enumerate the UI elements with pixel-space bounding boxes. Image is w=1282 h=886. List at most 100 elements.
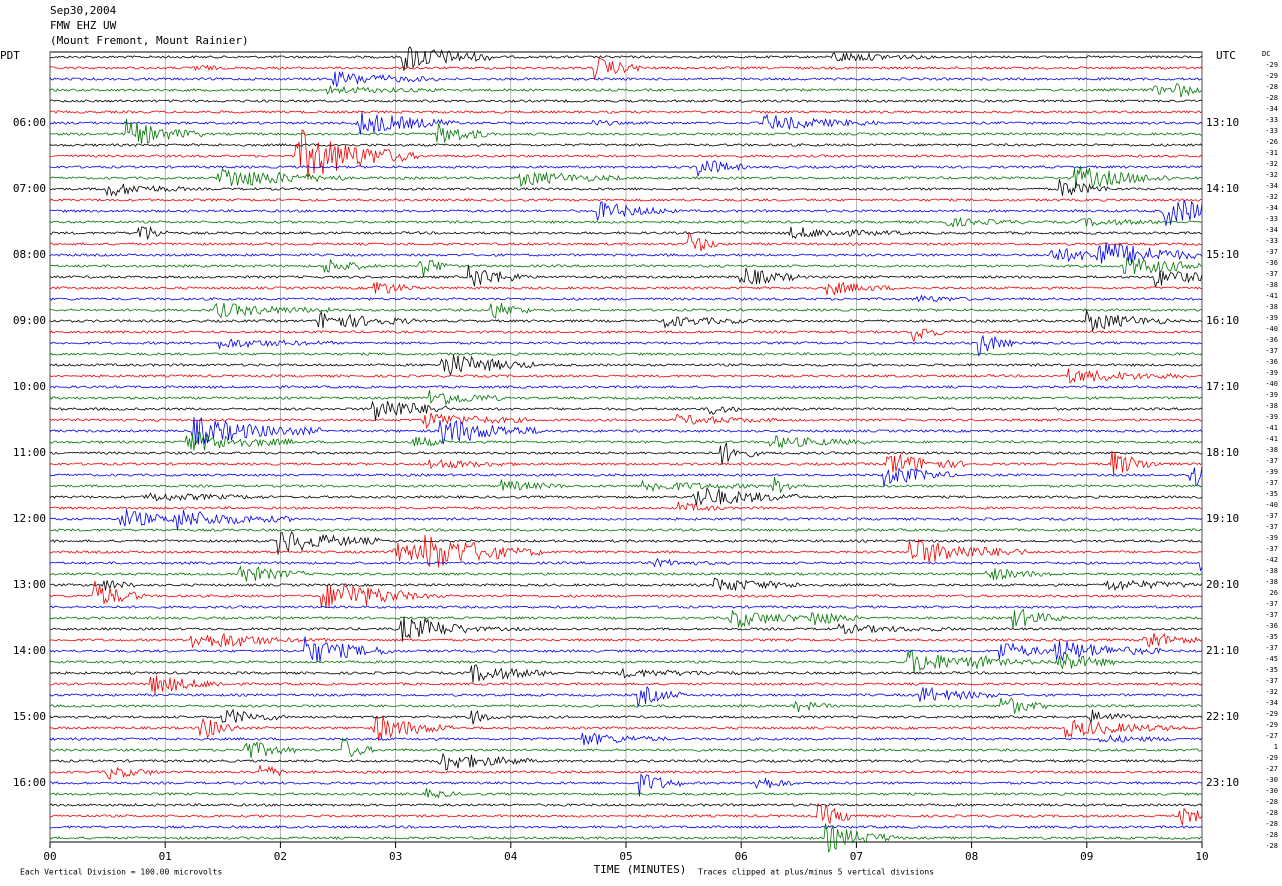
left-title: PDT	[0, 49, 20, 62]
trace	[49, 605, 1203, 609]
trace	[49, 334, 1203, 357]
trace	[49, 501, 1203, 512]
trace	[49, 160, 1203, 177]
dc-offset: -29	[1265, 710, 1278, 718]
utc-label: 13:10	[1206, 116, 1239, 129]
x-tick-label: 03	[389, 850, 402, 863]
trace	[49, 565, 1203, 582]
dc-offset: -30	[1265, 776, 1278, 784]
dc-offset: -41	[1265, 435, 1278, 443]
trace	[49, 143, 1203, 147]
dc-offset: -32	[1265, 193, 1278, 201]
trace	[49, 732, 1203, 746]
trace	[49, 442, 1203, 465]
pdt-label: 16:00	[13, 776, 46, 789]
trace	[49, 531, 1203, 555]
pdt-label: 14:00	[13, 644, 46, 657]
dc-offset: -26	[1265, 138, 1278, 146]
dc-offset: 26	[1270, 589, 1278, 597]
x-tick-label: 06	[735, 850, 748, 863]
trace	[49, 257, 1203, 277]
trace	[49, 232, 1203, 252]
footer-left: Each Vertical Division = 100.00 microvol…	[20, 868, 222, 877]
dc-offset: -33	[1265, 215, 1278, 223]
dc-offset: -29	[1265, 61, 1278, 69]
pdt-label: 13:00	[13, 578, 46, 591]
dc-offset: -42	[1265, 556, 1278, 564]
trace	[49, 486, 1203, 506]
dc-offset: -37	[1265, 457, 1278, 465]
utc-label: 18:10	[1206, 446, 1239, 459]
dc-offset: -36	[1265, 259, 1278, 267]
dc-offset: -45	[1265, 655, 1278, 663]
dc-offset: -39	[1265, 369, 1278, 377]
dc-offset: -35	[1265, 633, 1278, 641]
trace	[49, 697, 1203, 714]
trace	[49, 83, 1203, 98]
dc-offset: -39	[1265, 391, 1278, 399]
trace	[49, 608, 1203, 629]
trace	[49, 737, 1203, 759]
dc-offset: -28	[1265, 842, 1278, 850]
trace	[49, 368, 1203, 384]
trace	[49, 773, 1203, 797]
trace	[49, 302, 1203, 319]
dc-offset: -39	[1265, 468, 1278, 476]
trace	[49, 577, 1203, 592]
trace	[49, 400, 1203, 421]
dc-offset: -41	[1265, 292, 1278, 300]
dc-offset: -32	[1265, 160, 1278, 168]
x-tick-label: 09	[1080, 850, 1093, 863]
trace	[49, 685, 1203, 707]
trace	[49, 111, 1203, 135]
trace	[49, 328, 1203, 343]
trace	[49, 118, 1203, 144]
pdt-label: 12:00	[13, 512, 46, 525]
dc-offset: -27	[1265, 765, 1278, 773]
dc-offset: -33	[1265, 237, 1278, 245]
dc-offset: -35	[1265, 490, 1278, 498]
utc-label: 20:10	[1206, 578, 1239, 591]
trace	[49, 534, 1202, 568]
pdt-label: 07:00	[13, 182, 46, 195]
dc-offset: -34	[1265, 105, 1278, 113]
trace	[49, 309, 1203, 333]
trace	[49, 129, 1203, 180]
dc-offset: -40	[1265, 501, 1278, 509]
pdt-label: 08:00	[13, 248, 46, 261]
dc-offset: -27	[1265, 732, 1278, 740]
dc-offset: -34	[1265, 699, 1278, 707]
utc-label: 23:10	[1206, 776, 1239, 789]
trace	[49, 450, 1203, 475]
dc-offset: 1	[1274, 743, 1278, 751]
footer-right: Traces clipped at plus/minus 5 vertical …	[698, 868, 934, 877]
dc-offset: -33	[1265, 127, 1278, 135]
dc-offset: -41	[1265, 424, 1278, 432]
dc-offset: -39	[1265, 314, 1278, 322]
trace	[49, 708, 1203, 725]
dc-offset: -39	[1265, 534, 1278, 542]
utc-label: 16:10	[1206, 314, 1239, 327]
trace	[50, 58, 1203, 80]
x-tick-label: 02	[274, 850, 287, 863]
dc-offset: -28	[1265, 820, 1278, 828]
date: Sep30,2004	[50, 4, 117, 17]
x-tick-label: 08	[965, 850, 978, 863]
dc-offset: -37	[1265, 677, 1278, 685]
trace	[49, 431, 1203, 451]
dc-offset: -38	[1265, 303, 1278, 311]
trace	[49, 216, 1203, 228]
trace	[49, 632, 1203, 649]
trace	[49, 509, 1203, 531]
trace	[49, 528, 1203, 532]
dc-offset: -38	[1265, 281, 1278, 289]
trace	[49, 803, 1203, 807]
dc-offset: -30	[1265, 787, 1278, 795]
dc-offset: -28	[1265, 809, 1278, 817]
dc-offset: -29	[1265, 721, 1278, 729]
trace	[49, 664, 1203, 683]
trace	[49, 802, 1203, 825]
trace	[49, 825, 1203, 829]
trace	[49, 242, 1203, 265]
